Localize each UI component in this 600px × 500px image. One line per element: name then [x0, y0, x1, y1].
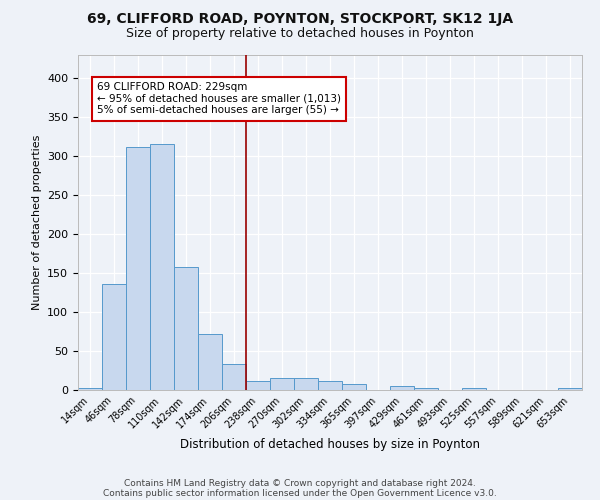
- Bar: [126, 147, 150, 390]
- Text: Size of property relative to detached houses in Poynton: Size of property relative to detached ho…: [126, 28, 474, 40]
- Bar: [102, 284, 126, 390]
- Y-axis label: Number of detached properties: Number of detached properties: [32, 135, 41, 310]
- Bar: [270, 378, 294, 390]
- Bar: [150, 144, 174, 390]
- Bar: [294, 378, 318, 390]
- Bar: [78, 388, 102, 390]
- Bar: [342, 384, 366, 390]
- Text: Contains HM Land Registry data © Crown copyright and database right 2024.: Contains HM Land Registry data © Crown c…: [124, 478, 476, 488]
- Bar: [390, 386, 414, 390]
- Bar: [198, 334, 222, 390]
- Text: 69, CLIFFORD ROAD, POYNTON, STOCKPORT, SK12 1JA: 69, CLIFFORD ROAD, POYNTON, STOCKPORT, S…: [87, 12, 513, 26]
- Bar: [222, 364, 246, 390]
- X-axis label: Distribution of detached houses by size in Poynton: Distribution of detached houses by size …: [180, 438, 480, 451]
- Bar: [318, 380, 342, 390]
- Bar: [558, 388, 582, 390]
- Text: 69 CLIFFORD ROAD: 229sqm
← 95% of detached houses are smaller (1,013)
5% of semi: 69 CLIFFORD ROAD: 229sqm ← 95% of detach…: [97, 82, 341, 116]
- Bar: [174, 267, 198, 390]
- Bar: [462, 388, 486, 390]
- Text: Contains public sector information licensed under the Open Government Licence v3: Contains public sector information licen…: [103, 488, 497, 498]
- Bar: [246, 382, 270, 390]
- Bar: [414, 388, 438, 390]
